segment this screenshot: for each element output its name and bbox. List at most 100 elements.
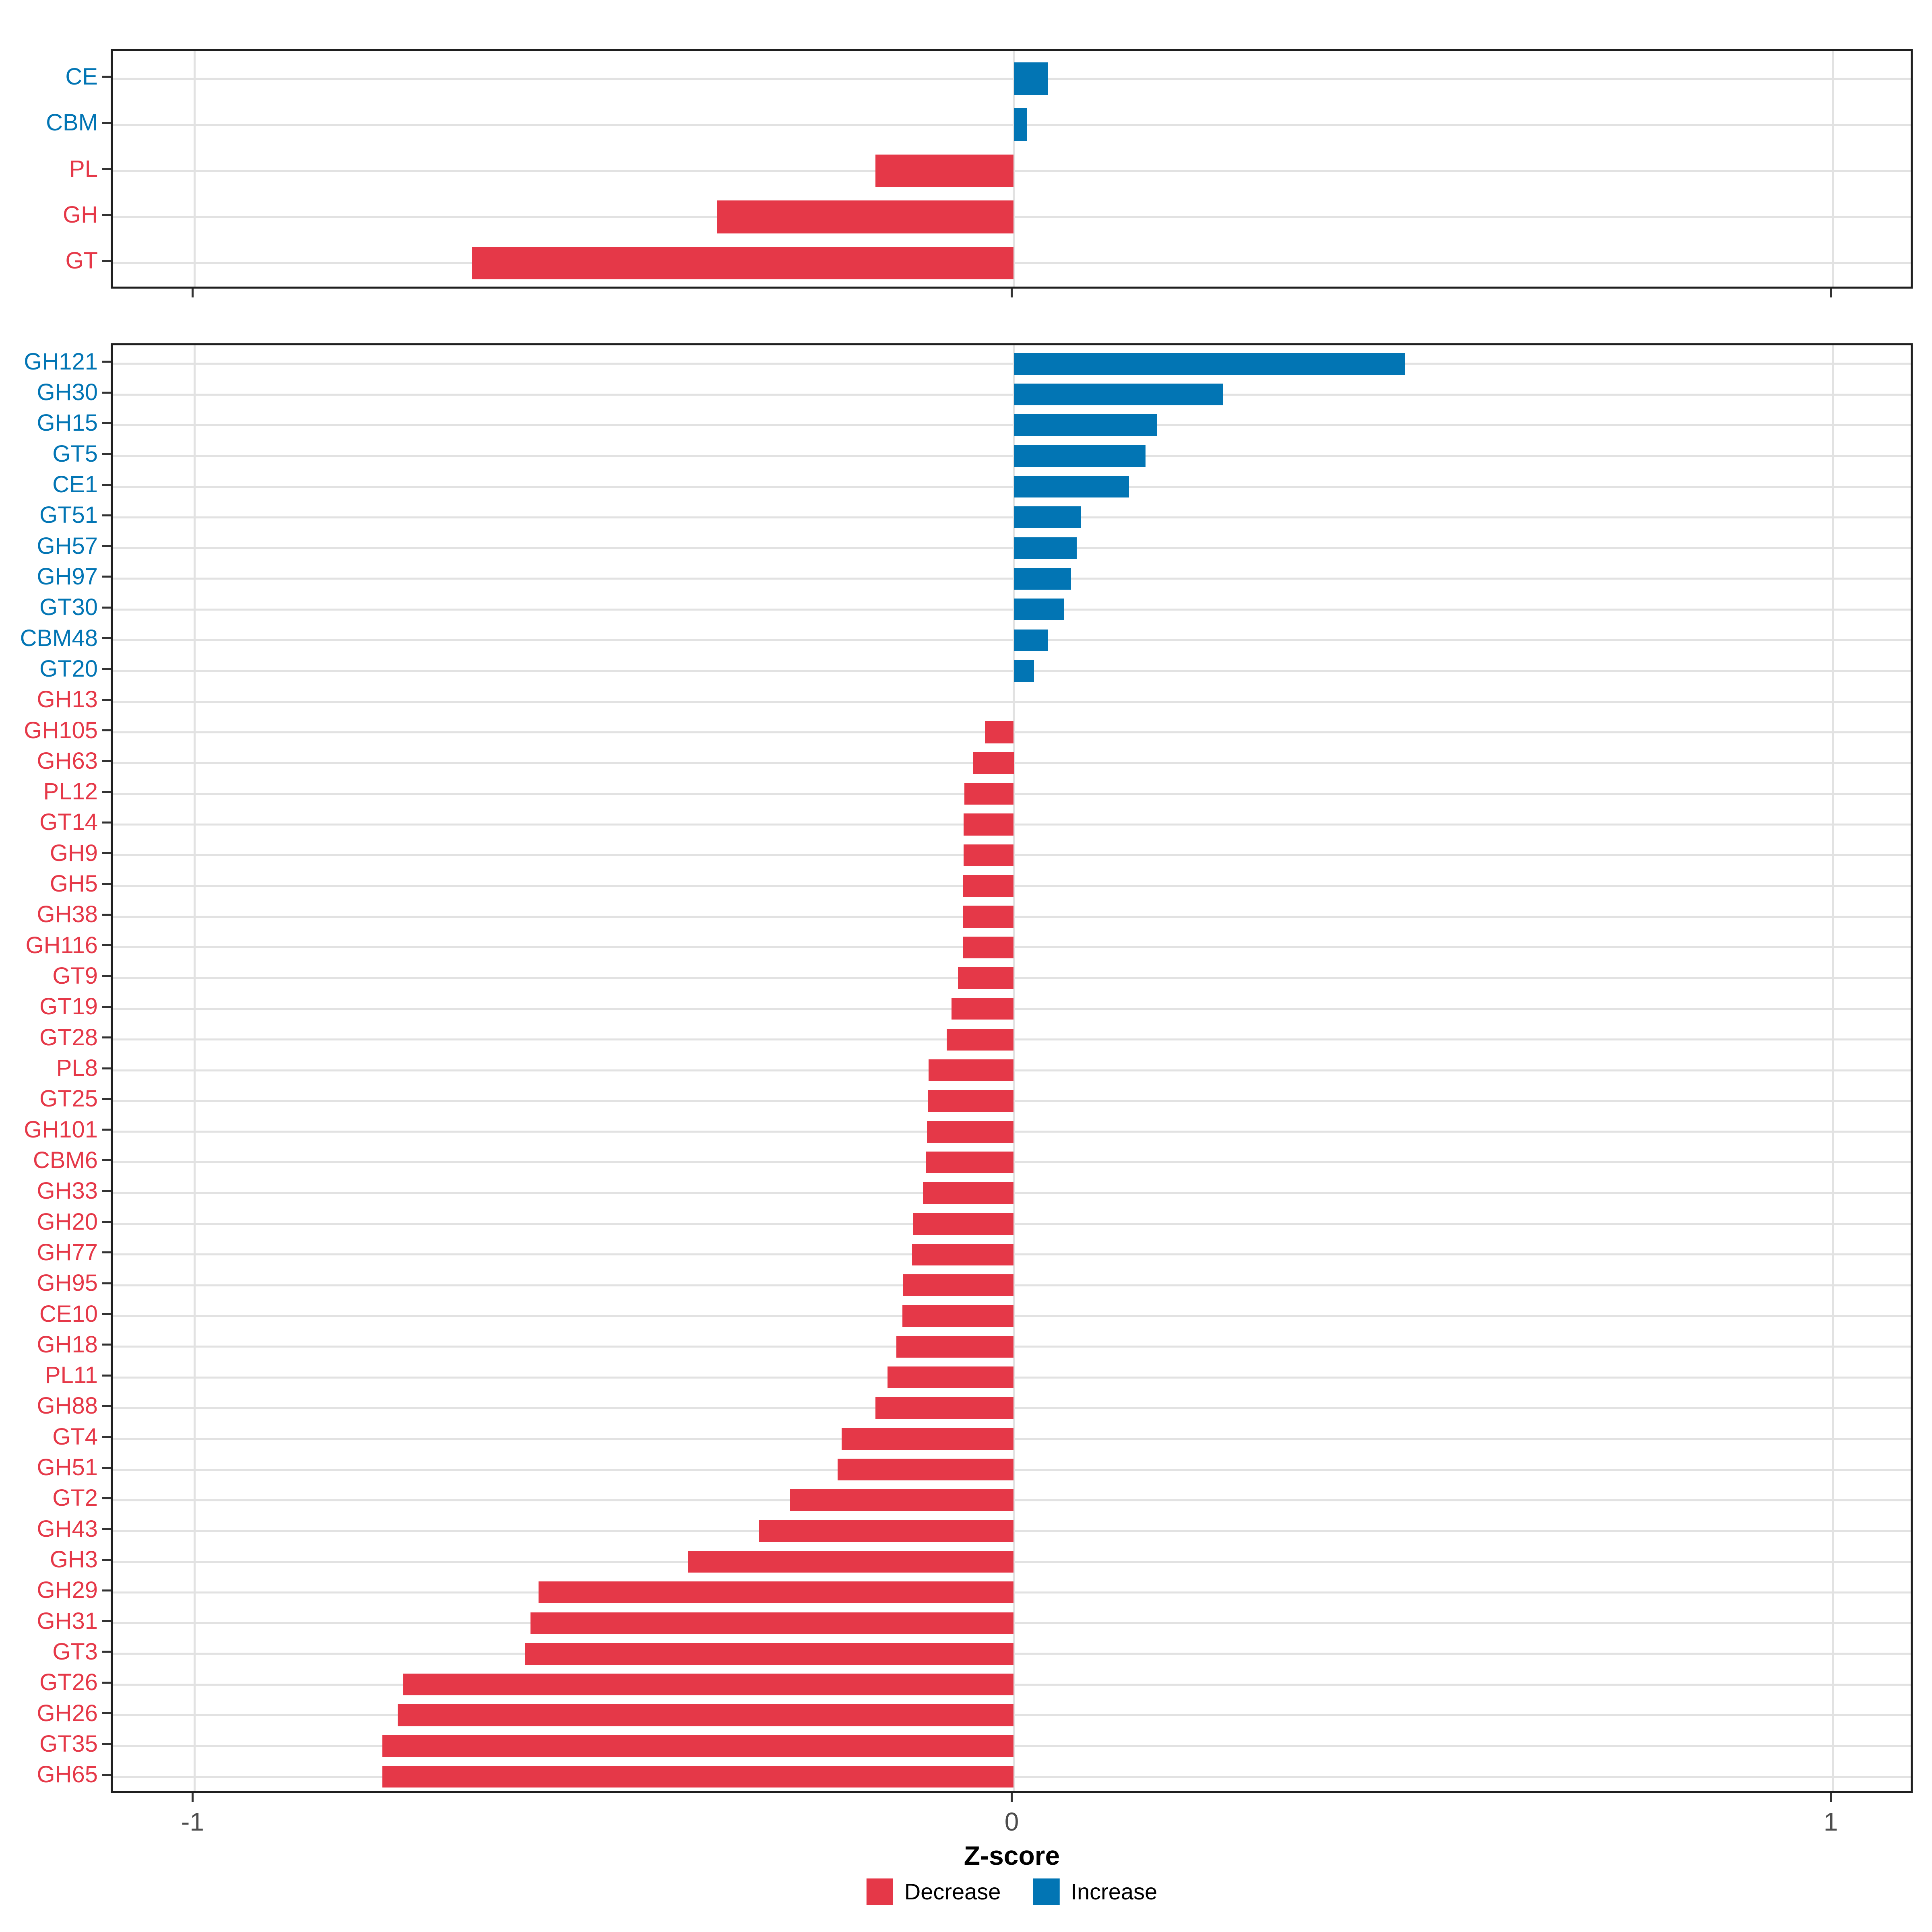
bar-PL12 bbox=[964, 783, 1014, 805]
y-axis-tick bbox=[102, 1436, 111, 1438]
y-axis-tick bbox=[102, 729, 111, 732]
bar-GT9 bbox=[958, 967, 1014, 989]
category-label-GT30: GT30 bbox=[39, 594, 98, 621]
bar-GT2 bbox=[790, 1489, 1014, 1511]
x-axis-tick bbox=[192, 1793, 194, 1802]
bar-GH15 bbox=[1013, 414, 1157, 436]
bar-GH30 bbox=[1013, 384, 1224, 406]
y-axis-tick bbox=[102, 1466, 111, 1469]
category-label-GH29: GH29 bbox=[37, 1577, 98, 1604]
bar-GH bbox=[717, 200, 1014, 233]
major-gridline-x0 bbox=[1013, 345, 1015, 1791]
bar-CE10 bbox=[902, 1305, 1014, 1327]
category-label-GH30: GH30 bbox=[37, 379, 98, 406]
major-gridline-x1 bbox=[1832, 51, 1834, 287]
bar-GT51 bbox=[1013, 506, 1081, 528]
y-axis-tick bbox=[102, 852, 111, 855]
bar-GH5 bbox=[963, 875, 1014, 897]
y-axis-tick bbox=[102, 975, 111, 977]
y-axis-tick bbox=[102, 637, 111, 640]
bar-GH97 bbox=[1013, 568, 1071, 590]
bar-GH116 bbox=[963, 936, 1014, 958]
y-axis-tick bbox=[102, 1497, 111, 1499]
bar-CE bbox=[1013, 62, 1048, 95]
category-label-GT2: GT2 bbox=[52, 1485, 98, 1511]
y-axis-tick bbox=[102, 1405, 111, 1407]
x-axis-tick bbox=[1830, 289, 1832, 297]
y-axis-tick bbox=[102, 1282, 111, 1284]
category-label-GH3: GH3 bbox=[50, 1546, 98, 1573]
bar-GH33 bbox=[923, 1182, 1014, 1204]
major-gridline-row bbox=[113, 393, 1911, 396]
y-axis-tick bbox=[102, 483, 111, 486]
bar-GT14 bbox=[964, 813, 1014, 836]
y-axis-tick bbox=[102, 760, 111, 762]
major-gridline-row bbox=[113, 608, 1911, 611]
category-label-GH51: GH51 bbox=[37, 1454, 98, 1481]
y-axis-tick bbox=[102, 122, 111, 124]
major-gridline-row bbox=[113, 516, 1911, 518]
major-gridline-row bbox=[113, 455, 1911, 457]
bar-GH18 bbox=[896, 1335, 1014, 1358]
category-label-PL12: PL12 bbox=[43, 778, 98, 805]
bar-GH65 bbox=[382, 1766, 1014, 1788]
y-axis-tick bbox=[102, 1743, 111, 1745]
legend-item-decrease: Decrease bbox=[866, 1878, 1001, 1905]
major-gridline-row bbox=[113, 78, 1911, 80]
bar-CE1 bbox=[1013, 475, 1129, 498]
major-gridline-row bbox=[113, 639, 1911, 642]
y-axis-tick bbox=[102, 883, 111, 885]
y-axis-tick bbox=[102, 76, 111, 78]
y-axis-tick bbox=[102, 514, 111, 516]
y-axis-tick bbox=[102, 1190, 111, 1192]
major-gridline-x-1 bbox=[194, 51, 196, 287]
x-axis-title: Z-score bbox=[964, 1841, 1060, 1870]
category-label-GH77: GH77 bbox=[37, 1239, 98, 1265]
bar-GT20 bbox=[1013, 660, 1034, 682]
category-label-GT20: GT20 bbox=[39, 655, 98, 682]
category-label-GT19: GT19 bbox=[39, 993, 98, 1020]
bar-GH95 bbox=[903, 1274, 1014, 1296]
category-label-GH20: GH20 bbox=[37, 1208, 98, 1235]
category-label-GH26: GH26 bbox=[37, 1700, 98, 1726]
bar-GT28 bbox=[946, 1028, 1014, 1051]
y-axis-tick bbox=[102, 576, 111, 578]
category-label-GH9: GH9 bbox=[50, 840, 98, 866]
y-axis-tick bbox=[102, 791, 111, 793]
category-label-GH101: GH101 bbox=[24, 1116, 98, 1143]
y-axis-tick bbox=[102, 1221, 111, 1223]
y-axis-tick bbox=[102, 1067, 111, 1069]
category-label-GH38: GH38 bbox=[37, 901, 98, 928]
major-gridline-row bbox=[113, 124, 1911, 126]
y-axis-tick bbox=[102, 1374, 111, 1377]
x-axis-tick bbox=[192, 289, 194, 297]
category-label-GH105: GH105 bbox=[24, 717, 98, 743]
major-gridline-row bbox=[113, 485, 1911, 488]
major-gridline-row bbox=[113, 547, 1911, 549]
major-gridline-row bbox=[113, 363, 1911, 365]
category-label-GT9: GT9 bbox=[52, 963, 98, 989]
category-label-GH33: GH33 bbox=[37, 1178, 98, 1204]
bar-GH29 bbox=[539, 1581, 1014, 1604]
category-label-GH31: GH31 bbox=[37, 1608, 98, 1634]
bar-GT30 bbox=[1013, 599, 1064, 621]
category-label-GH116: GH116 bbox=[25, 932, 98, 958]
bar-GH31 bbox=[530, 1612, 1014, 1634]
bar-GH38 bbox=[963, 906, 1014, 928]
x-tick-label--1: -1 bbox=[181, 1807, 204, 1836]
y-axis-tick bbox=[102, 453, 111, 455]
bar-GH43 bbox=[759, 1520, 1014, 1542]
x-axis-tick bbox=[1830, 1793, 1832, 1802]
y-axis-tick bbox=[102, 1251, 111, 1254]
category-label-GT28: GT28 bbox=[39, 1024, 98, 1051]
category-label-GT5: GT5 bbox=[52, 440, 98, 467]
bar-GH77 bbox=[912, 1243, 1014, 1265]
y-axis-tick bbox=[102, 1313, 111, 1315]
increase-swatch bbox=[1033, 1878, 1060, 1905]
bar-GH51 bbox=[837, 1458, 1014, 1481]
bar-GH57 bbox=[1013, 537, 1077, 559]
y-axis-tick bbox=[102, 1589, 111, 1591]
legend-item-increase: Increase bbox=[1033, 1878, 1157, 1905]
y-axis-tick bbox=[102, 821, 111, 824]
